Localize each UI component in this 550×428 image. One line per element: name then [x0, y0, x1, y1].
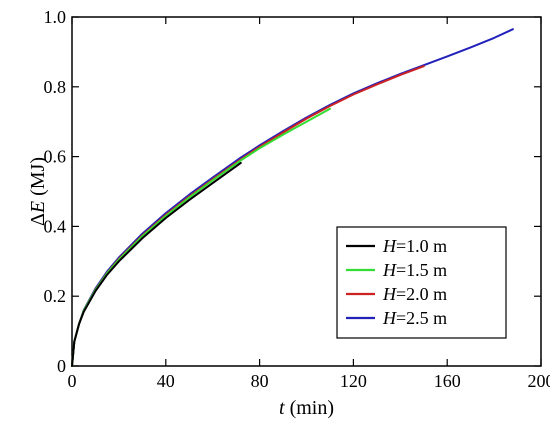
y-tick-label: 0	[57, 356, 66, 376]
legend-label-value: =2.5 m	[396, 308, 447, 328]
legend-label-var: H	[382, 260, 397, 280]
x-tick-label: 80	[251, 371, 269, 391]
legend: H=1.0 mH=1.5 mH=2.0 mH=2.5 m	[337, 227, 506, 338]
series-line-1	[72, 163, 241, 366]
legend-label-value: =2.0 m	[396, 284, 447, 304]
y-axis-label-var: E	[27, 201, 49, 214]
legend-label-2: H=1.5 m	[382, 260, 447, 280]
legend-label-3: H=2.0 m	[382, 284, 447, 304]
y-axis-label-delta: Δ	[27, 213, 49, 226]
legend-label-value: =1.0 m	[396, 236, 447, 256]
y-axis-label-unit: (MJ)	[27, 157, 49, 201]
y-tick-label: 0.8	[44, 77, 67, 97]
x-tick-label: 120	[340, 371, 367, 391]
legend-label-1: H=1.0 m	[382, 236, 447, 256]
y-tick-label: 0.2	[44, 286, 67, 306]
legend-label-var: H	[382, 236, 397, 256]
y-axis-label: ΔE (MJ)	[27, 157, 49, 226]
series-line-2	[72, 109, 330, 366]
x-tick-label: 200	[528, 371, 550, 391]
legend-label-var: H	[382, 308, 397, 328]
x-axis-label: t (min)	[279, 397, 334, 419]
legend-label-var: H	[382, 284, 397, 304]
y-tick-label: 1.0	[44, 7, 67, 27]
x-tick-label: 40	[157, 371, 175, 391]
x-tick-label: 160	[434, 371, 461, 391]
legend-label-4: H=2.5 m	[382, 308, 447, 328]
x-tick-label: 0	[68, 371, 77, 391]
legend-label-value: =1.5 m	[396, 260, 447, 280]
x-axis-label-unit: (min)	[285, 397, 334, 419]
